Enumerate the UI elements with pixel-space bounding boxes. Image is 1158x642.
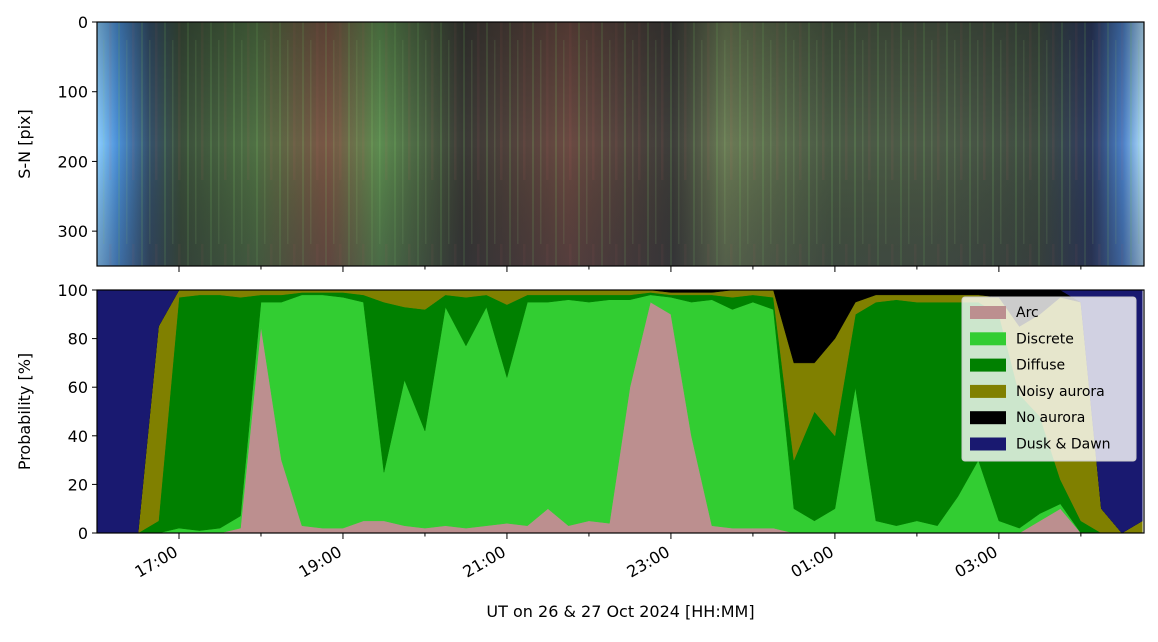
y-tick-label: 200 [57,152,88,171]
legend-swatch [970,332,1006,346]
y-tick-label: 100 [57,83,88,102]
legend-label: No aurora [1016,410,1085,426]
x-tick-label: 17:00 [132,542,181,582]
x-axis-label: UT on 26 & 27 Oct 2024 [HH:MM] [486,602,754,621]
x-tick-label: 23:00 [623,542,672,582]
y-tick-label: 80 [68,330,88,349]
y-tick-label: 40 [68,427,88,446]
legend-label: Diffuse [1016,358,1065,374]
x-tick-label: 19:00 [296,542,345,582]
keogram-panel [97,22,1144,266]
y-tick-label: 100 [57,281,88,300]
axes-frame [96,289,1145,534]
y-tick-label: 20 [68,475,88,494]
keogram-shade [97,22,1144,266]
legend-swatch [970,384,1006,398]
axes-frame [96,21,1145,267]
legend-label: Dusk & Dawn [1016,437,1111,453]
legend-swatch [970,411,1006,425]
legend: Arc Discrete Diffuse Noisy aurora No aurora D… [961,296,1137,462]
y-tick-label: 60 [68,378,88,397]
x-tick-label: 21:00 [460,542,509,582]
legend-label: Arc [1016,305,1039,321]
y-tick-label: 300 [57,222,88,241]
y-axis-label: Probability [%] [15,353,34,470]
x-tick-label: 01:00 [787,542,836,582]
legend-label: Discrete [1016,331,1074,347]
y-tick-label: 0 [78,524,88,543]
legend-label: Noisy aurora [1016,384,1105,400]
legend-swatch [970,437,1006,451]
x-tick-label: 03:00 [951,542,1000,582]
y-axis-label: S-N [pix] [15,109,34,179]
y-tick-label: 0 [78,13,88,32]
legend-swatch [970,358,1006,372]
legend-swatch [970,306,1006,319]
